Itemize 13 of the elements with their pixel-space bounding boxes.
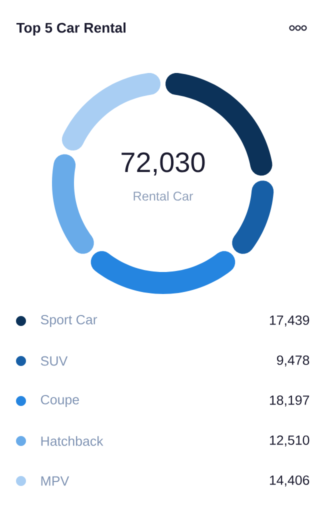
data-label: 14,406 <box>270 475 310 487</box>
data-label: 18,197 <box>270 395 310 407</box>
legend-label: MPV <box>41 476 70 486</box>
legend-label: Coupe <box>40 394 79 408</box>
text: 72,030 <box>122 152 205 176</box>
data-label: 17,439 <box>270 315 310 327</box>
legend-label: Hatchback <box>41 436 104 446</box>
data-label: 12,510 <box>270 435 310 447</box>
legend-label: SUV <box>40 356 68 366</box>
data-label: 9,478 <box>276 355 310 367</box>
legend-label: Sport Car <box>40 314 98 328</box>
chart-title: Top 5 Car Rental <box>16 22 126 36</box>
text: Rental Car <box>134 191 194 201</box>
